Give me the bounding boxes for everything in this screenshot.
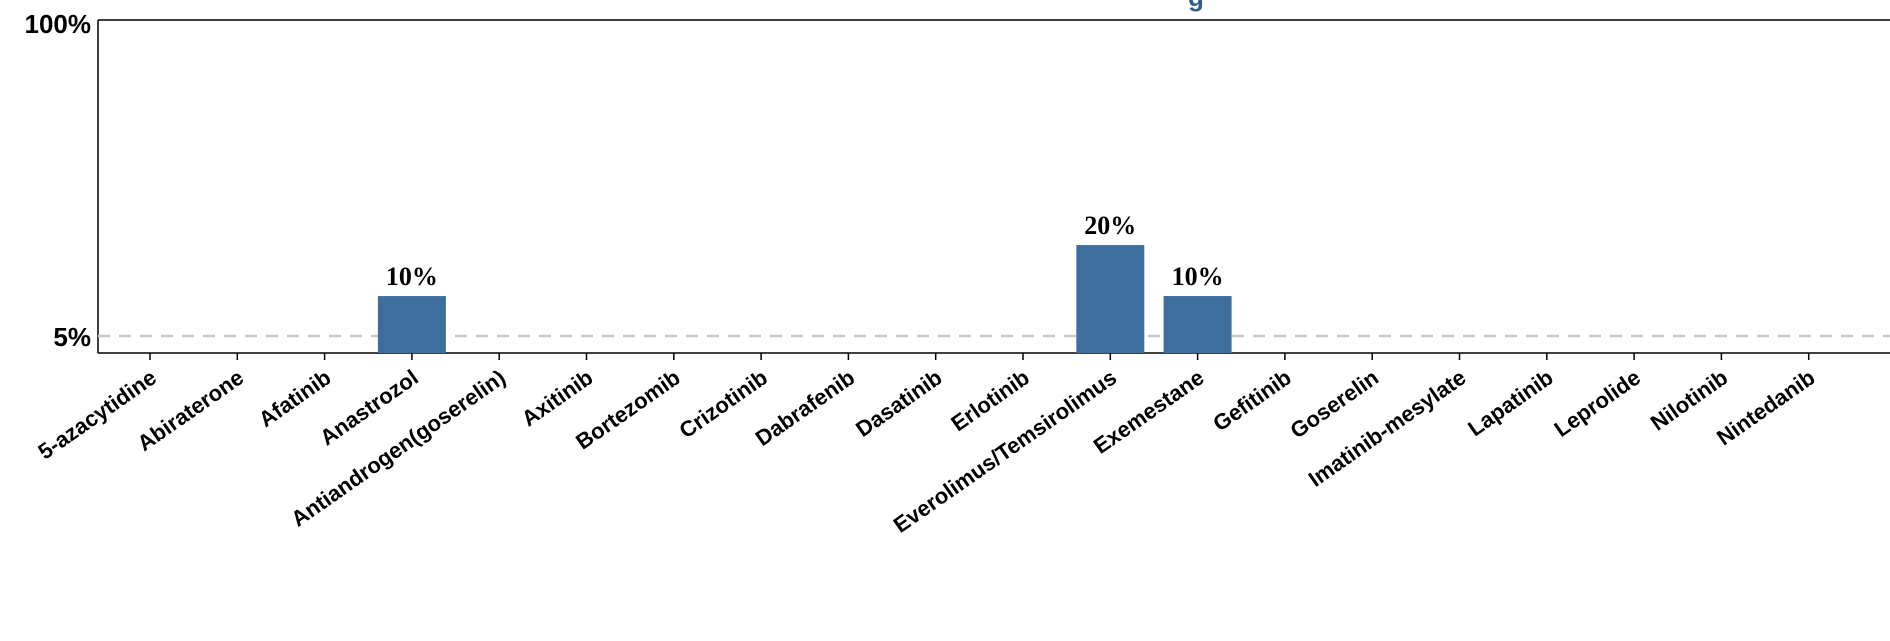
data-label: 20%	[1084, 211, 1136, 240]
bar	[1076, 245, 1145, 353]
x-tick-label: Lapatinib	[1463, 365, 1557, 442]
bar	[1163, 296, 1232, 353]
x-tick-label: Afatinib	[254, 365, 335, 432]
y-tick-label-5: 5%	[53, 322, 91, 352]
axes: g	[97, 0, 1890, 354]
bar	[377, 296, 446, 353]
data-label: 10%	[1172, 262, 1224, 291]
x-tick-label: Dasatinib	[851, 365, 946, 442]
x-tick-label: Gefitinib	[1208, 365, 1295, 437]
x-tick-label: Nintedanib	[1712, 365, 1819, 451]
x-tick-label: Dabrafenib	[751, 365, 859, 451]
x-tick-label: Imatinib-mesylate	[1304, 365, 1471, 492]
y-tick-label-100: 100%	[25, 9, 92, 39]
x-tick-label: Leprolide	[1550, 365, 1645, 442]
x-tick-label: Axitinib	[517, 365, 597, 432]
data-label: 10%	[386, 262, 438, 291]
cut-off-title-fragment: g	[1188, 0, 1204, 12]
